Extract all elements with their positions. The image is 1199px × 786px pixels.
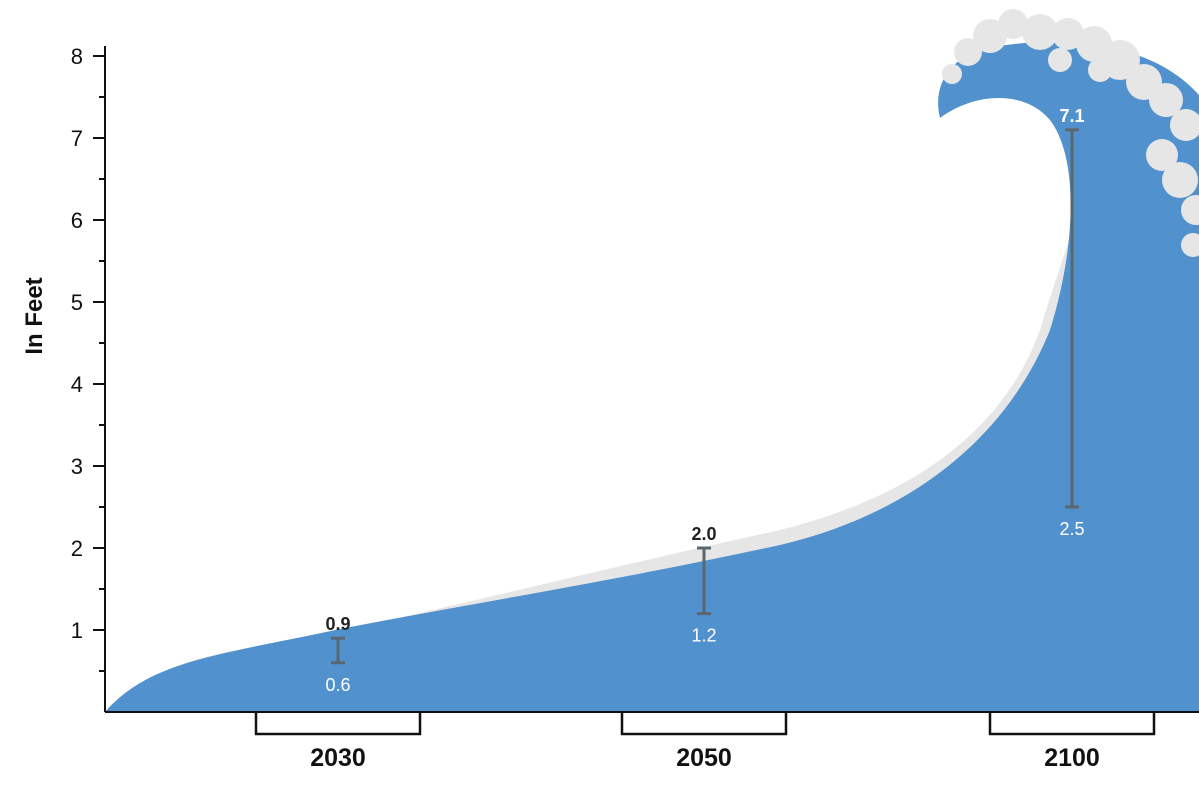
range-low-label-2050: 1.2 [691,626,716,646]
x-tick-label-2100: 2100 [1044,744,1100,772]
y-tick-label-7: 7 [71,126,83,151]
wave-body [105,42,1199,713]
y-tick-label-5: 5 [71,290,83,315]
x-bracket-2100 [988,712,1156,736]
range-bars: 0.9 0.6 2.0 1.2 7.1 2.5 [325,106,1084,695]
y-tick-label-6: 6 [71,208,83,233]
range-high-label-2100: 7.1 [1059,106,1084,126]
y-axis-minor-ticks [99,96,105,672]
x-bracket-2050 [620,712,788,736]
y-tick-label-8: 8 [71,44,83,69]
y-tick-label-2: 2 [71,536,83,561]
y-tick-label-3: 3 [71,454,83,479]
y-tick-label-4: 4 [71,372,83,397]
x-tick-label-2050: 2050 [676,744,732,772]
y-axis-ticks [93,55,105,631]
wave-foam-crest [942,9,1199,257]
x-tick-label-2030: 2030 [310,744,366,772]
range-low-label-2030: 0.6 [325,675,350,695]
range-high-label-2050: 2.0 [691,524,716,544]
y-tick-label-1: 1 [71,618,83,643]
y-axis-tick-labels: 1 2 3 4 5 6 7 8 [71,44,83,643]
x-axis-categories: 2030 2050 2100 [254,712,1156,772]
range-low-label-2100: 2.5 [1059,519,1084,539]
y-axis-title: In Feet [21,277,48,354]
range-high-label-2030: 0.9 [325,614,350,634]
x-bracket-2030 [254,712,422,736]
